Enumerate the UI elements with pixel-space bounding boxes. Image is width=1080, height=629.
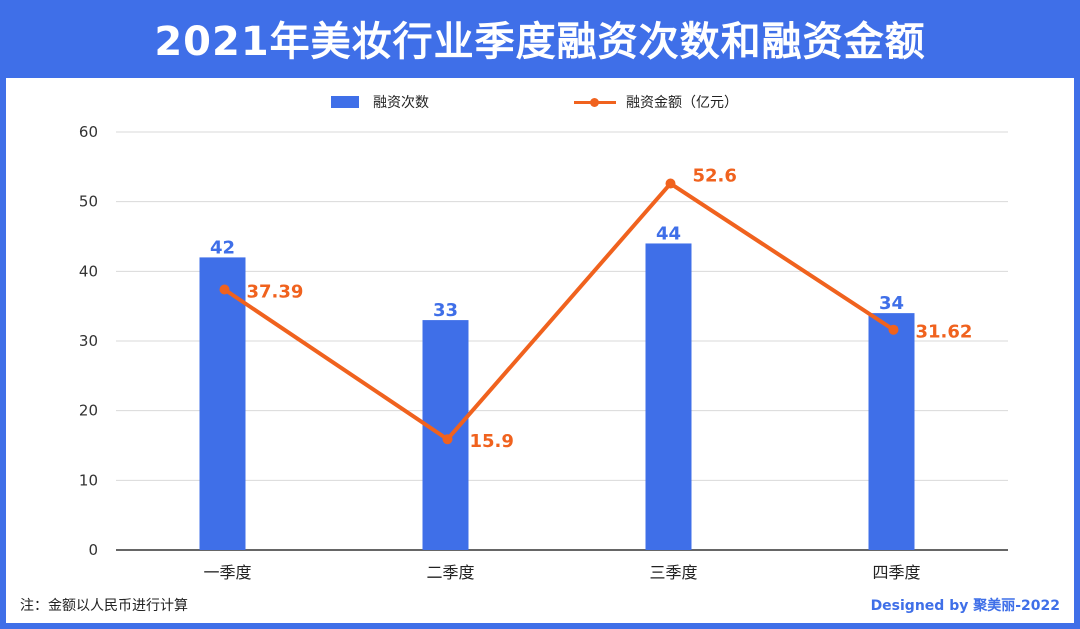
line-point	[665, 178, 676, 189]
y-tick-label: 10	[79, 471, 98, 489]
line-data-label: 52.6	[693, 166, 737, 187]
x-tick-label: 三季度	[649, 563, 697, 582]
y-tick-label: 40	[79, 262, 98, 280]
bar-data-label: 34	[879, 293, 904, 314]
credit: Designed by 聚美丽-2022	[870, 598, 1060, 614]
legend-line-label: 融资金额（亿元）	[626, 95, 738, 111]
bar-data-label: 42	[210, 237, 235, 258]
y-tick-label: 50	[79, 193, 98, 211]
chart-panel: 0 10 20 30 40 50 60 一季度 二季度 三季度 四季度 42 33 44 34 37.39 15…	[6, 78, 1074, 623]
title-bar: 2021年美妆行业季度融资次数和融资金额	[0, 0, 1080, 76]
bar-data-label: 44	[656, 223, 681, 244]
legend-bar-label: 融资次数	[373, 95, 429, 111]
bar	[645, 243, 692, 550]
legend-item-line: 融资金额（亿元）	[574, 92, 738, 112]
line-data-label: 15.9	[470, 431, 514, 452]
chart: 0 10 20 30 40 50 60 一季度 二季度 三季度 四季度 42 33 44 34 37.39 15…	[79, 123, 1008, 582]
y-tick-label: 20	[79, 402, 98, 420]
line-data-label: 37.39	[247, 282, 304, 303]
x-tick-label: 一季度	[203, 563, 251, 582]
series-line	[223, 181, 895, 442]
footnote: 注：金额以人民币进行计算	[20, 598, 188, 614]
line-point	[888, 324, 899, 335]
legend-bar-swatch	[331, 96, 359, 108]
legend-item-bar: 融资次数	[331, 92, 429, 112]
bar	[868, 313, 915, 550]
page-title: 2021年美妆行业季度融资次数和融资金额	[154, 19, 926, 65]
x-tick-label: 二季度	[426, 563, 474, 582]
line-data-label: 31.62	[916, 322, 973, 343]
bar	[199, 257, 246, 550]
y-tick-label: 60	[79, 123, 98, 141]
x-tick-label: 四季度	[872, 563, 920, 582]
y-tick-label: 30	[79, 332, 98, 350]
bar-data-label: 33	[433, 300, 458, 321]
legend-line-swatch	[574, 96, 616, 108]
line-point	[219, 284, 230, 295]
line-point	[442, 434, 453, 445]
y-tick-label: 0	[88, 541, 98, 559]
